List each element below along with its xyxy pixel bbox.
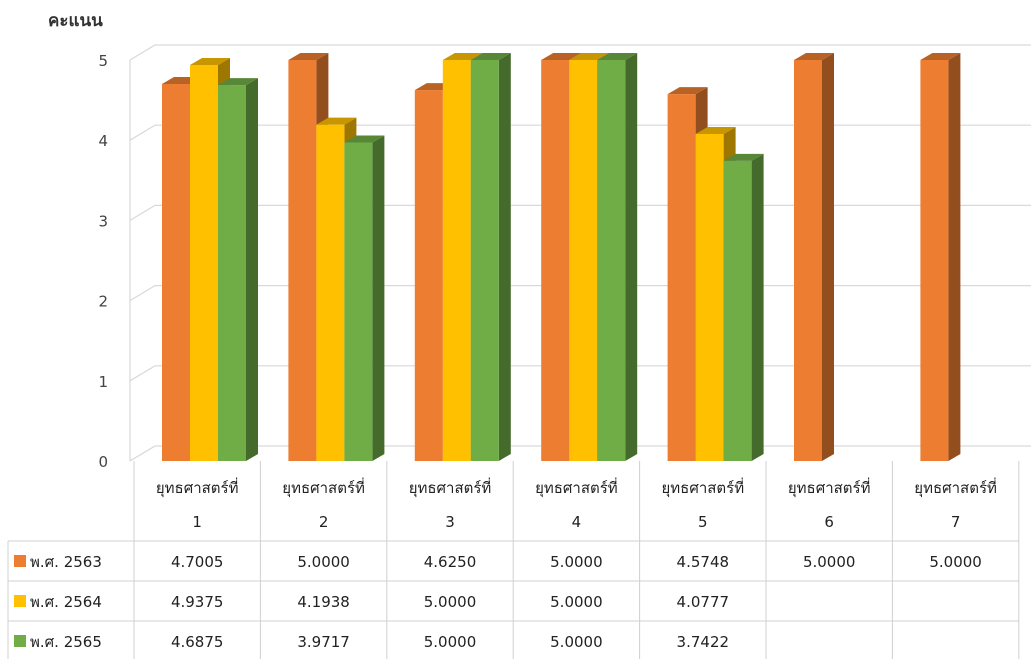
- bar: [794, 60, 822, 461]
- y-axis-title: คะแนน: [48, 11, 103, 31]
- data-label: 5.0000: [297, 553, 350, 571]
- data-label: 5.0000: [929, 553, 982, 571]
- bar: [218, 85, 246, 461]
- x-tick-label: ยุทธศาสตร์ที่: [535, 477, 618, 498]
- legend-label: พ.ศ. 2565: [30, 633, 102, 651]
- bar: [414, 90, 443, 461]
- bar-side: [372, 135, 385, 461]
- gridline: [129, 44, 1031, 61]
- x-tick-label: ยุทธศาสตร์ที่: [788, 477, 871, 498]
- x-tick-label: 1: [192, 513, 202, 531]
- bar-top: [541, 53, 582, 60]
- data-label: 3.9717: [297, 633, 350, 651]
- bar-top: [667, 87, 708, 95]
- bar: [723, 160, 752, 462]
- data-label: 4.6250: [424, 553, 477, 571]
- bar: [569, 60, 598, 461]
- bar-top: [190, 58, 230, 66]
- y-tick-label: 1: [98, 373, 108, 391]
- bar-top: [695, 126, 736, 134]
- data-label: 4.7005: [171, 553, 224, 571]
- legend-label: พ.ศ. 2564: [30, 593, 102, 611]
- bar-top: [920, 53, 961, 60]
- y-tick-label: 5: [98, 52, 108, 70]
- bar-top: [288, 53, 329, 60]
- y-tick-label: 3: [98, 212, 108, 230]
- data-label: 4.6875: [171, 633, 224, 651]
- bar-top: [470, 53, 511, 60]
- y-tick-label: 4: [98, 132, 108, 150]
- data-label: 4.0777: [677, 593, 730, 611]
- bar-side: [822, 53, 834, 461]
- x-tick-label: ยุทธศาสตร์ที่: [914, 477, 997, 498]
- bar-top: [218, 78, 258, 86]
- bar: [190, 65, 218, 461]
- bar-side: [751, 153, 764, 462]
- bar: [470, 60, 499, 461]
- data-label: 5.0000: [550, 593, 603, 611]
- x-tick-label: 4: [572, 513, 582, 531]
- data-label: 4.5748: [677, 553, 730, 571]
- bar: [695, 133, 724, 462]
- x-tick-label: ยุทธศาสตร์ที่: [409, 477, 492, 498]
- bar-side: [948, 53, 961, 461]
- x-tick-label: ยุทธศาสตร์ที่: [282, 477, 365, 498]
- bar-side: [246, 78, 258, 461]
- data-label: 4.1938: [297, 593, 350, 611]
- bar-top: [597, 53, 638, 60]
- bar: [162, 84, 190, 461]
- x-tick-label: 6: [824, 513, 834, 531]
- y-tick-label: 2: [98, 293, 108, 311]
- bar: [288, 60, 317, 461]
- data-label: 5.0000: [550, 553, 603, 571]
- bar: [316, 124, 345, 462]
- bar-top: [723, 153, 764, 161]
- bar-top: [794, 53, 834, 60]
- legend-swatch: [14, 635, 26, 647]
- data-label: 4.9375: [171, 593, 224, 611]
- legend-label: พ.ศ. 2563: [30, 553, 102, 571]
- x-tick-label: 5: [698, 513, 708, 531]
- y-tick-label: 0: [98, 453, 108, 471]
- bar: [442, 60, 471, 461]
- x-tick-label: 3: [445, 513, 455, 531]
- bar-side: [498, 53, 511, 461]
- bar: [344, 142, 373, 461]
- bar-top: [344, 135, 385, 143]
- legend-swatch: [14, 555, 26, 567]
- bar: [667, 94, 696, 461]
- bar: [920, 60, 949, 461]
- data-label: 3.7422: [677, 633, 730, 651]
- data-label: 5.0000: [424, 633, 477, 651]
- legend-swatch: [14, 595, 26, 607]
- data-label: 5.0000: [803, 553, 856, 571]
- x-tick-label: ยุทธศาสตร์ที่: [661, 477, 744, 498]
- x-tick-label: ยุทธศาสตร์ที่: [156, 477, 239, 498]
- bar-side: [625, 53, 638, 461]
- data-label: 5.0000: [550, 633, 603, 651]
- bar: [541, 60, 570, 461]
- x-tick-label: 2: [319, 513, 329, 531]
- x-tick-label: 7: [951, 513, 961, 531]
- bar-top: [442, 53, 483, 60]
- bar: [597, 60, 626, 461]
- bar-top: [569, 53, 610, 60]
- gridline: [129, 124, 1031, 141]
- data-label: 5.0000: [424, 593, 477, 611]
- bar-top: [316, 117, 357, 125]
